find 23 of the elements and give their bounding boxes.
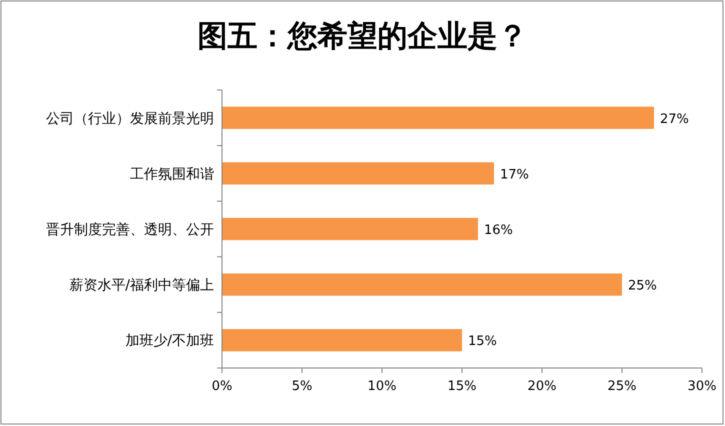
bar bbox=[222, 162, 494, 185]
y-tick-label: 薪资水平/福利中等偏上 bbox=[69, 278, 214, 294]
bar bbox=[222, 273, 622, 296]
x-tick-label: 20% bbox=[528, 379, 556, 394]
bar bbox=[222, 329, 462, 352]
y-tick-label: 加班少/不加班 bbox=[125, 333, 214, 350]
data-label: 17% bbox=[500, 167, 529, 182]
x-tick-label: 25% bbox=[608, 379, 636, 394]
data-label: 25% bbox=[628, 278, 657, 294]
x-tick-label: 15% bbox=[448, 379, 476, 394]
y-tick-label: 晋升制度完善、透明、公开 bbox=[46, 221, 214, 238]
y-tick-label: 公司（行业）发展前景光明 bbox=[46, 110, 214, 127]
x-tick-label: 5% bbox=[292, 379, 312, 394]
chart-title: 图五：您希望的企业是？ bbox=[198, 20, 528, 53]
x-tick-label: 0% bbox=[212, 379, 232, 394]
bar bbox=[222, 106, 654, 129]
data-label: 27% bbox=[660, 112, 689, 127]
bar bbox=[222, 218, 478, 240]
x-tick-label: 10% bbox=[368, 379, 396, 394]
x-tick-label: 30% bbox=[688, 379, 716, 394]
data-label: 16% bbox=[484, 223, 513, 238]
data-label: 15% bbox=[468, 334, 497, 350]
y-tick-label: 工作氛围和谐 bbox=[130, 166, 214, 182]
